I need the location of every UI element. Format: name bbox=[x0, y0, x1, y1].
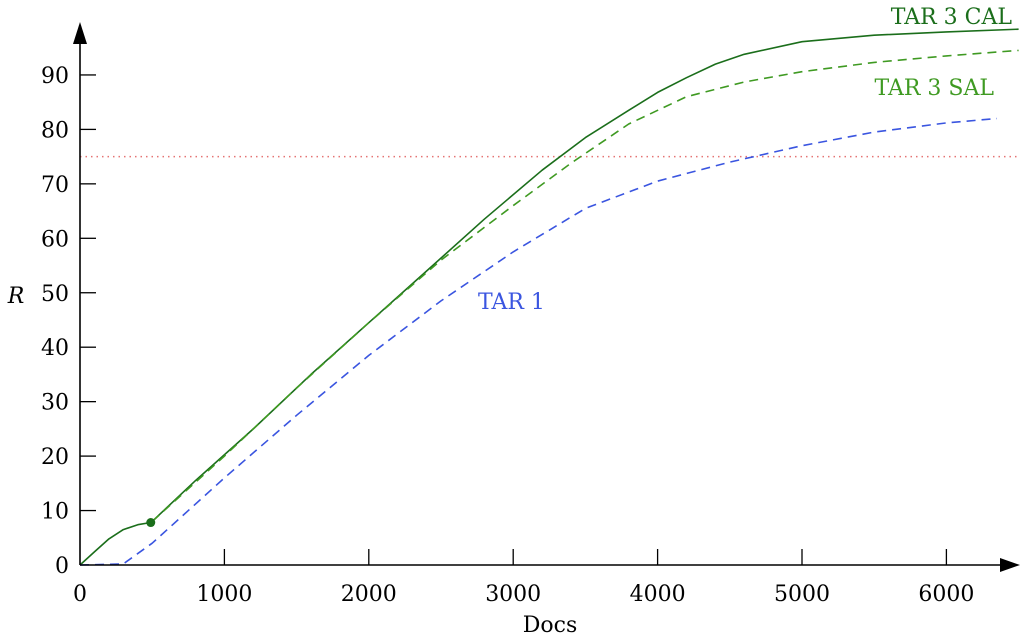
axes-layer bbox=[73, 22, 1020, 572]
y-tick-label-60: 60 bbox=[41, 227, 69, 252]
x-tick-label-0: 0 bbox=[73, 582, 87, 607]
series-line-tar1 bbox=[79, 117, 997, 566]
marker-point bbox=[146, 518, 156, 528]
series-line-tar3sal bbox=[151, 49, 1019, 522]
series-label-tar3sal: TAR 3 SAL bbox=[875, 76, 995, 101]
y-tick-label-50: 50 bbox=[41, 282, 69, 307]
y-tick-label-10: 10 bbox=[41, 500, 69, 525]
series-label-tar1: TAR 1 bbox=[478, 290, 545, 315]
x-axis-arrow-icon bbox=[1000, 558, 1020, 572]
x-tick-label-5000: 5000 bbox=[774, 582, 830, 607]
x-tick-label-6000: 6000 bbox=[918, 582, 974, 607]
y-axis-arrow-icon bbox=[73, 22, 87, 44]
y-axis-title: R bbox=[7, 284, 25, 309]
x-tick-label-2000: 2000 bbox=[341, 582, 397, 607]
y-tick-label-70: 70 bbox=[41, 173, 69, 198]
x-tick-label-3000: 3000 bbox=[485, 582, 541, 607]
x-axis-title: Docs bbox=[523, 613, 578, 638]
y-tick-label-40: 40 bbox=[41, 336, 69, 361]
series-label-tar3cal: TAR 3 CAL bbox=[891, 5, 1013, 30]
x-tick-label-1000: 1000 bbox=[196, 582, 252, 607]
y-tick-label-0: 0 bbox=[55, 554, 69, 579]
y-tick-label-80: 80 bbox=[41, 118, 69, 143]
series-line-tar3cal bbox=[79, 28, 1019, 566]
ticks-layer: 0 1000 2000 3000 4000 5000 6000 0 10 20 30 40 50 60 70… bbox=[41, 64, 974, 607]
series-layer bbox=[79, 28, 1019, 566]
y-tick-label-90: 90 bbox=[41, 64, 69, 89]
x-tick-label-4000: 4000 bbox=[630, 582, 686, 607]
y-tick-label-30: 30 bbox=[41, 391, 69, 416]
y-tick-label-20: 20 bbox=[41, 445, 69, 470]
